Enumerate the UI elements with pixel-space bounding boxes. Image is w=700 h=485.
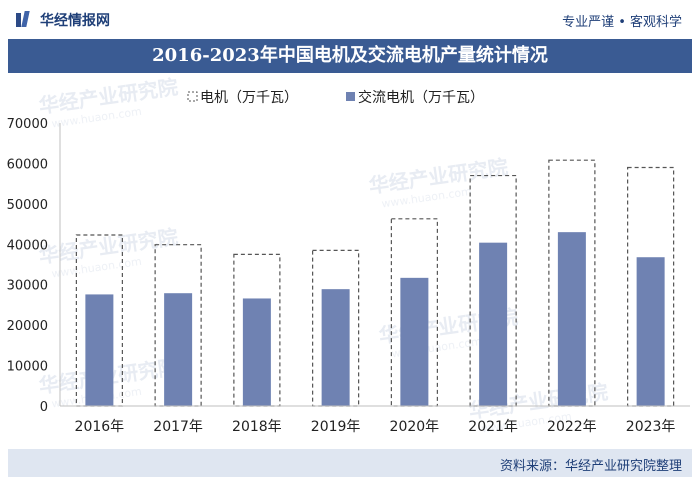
chart-title: 2016-2023年中国电机及交流电机产量统计情况 [152,45,548,66]
legend-swatch-dashed [187,91,198,102]
y-axis: 0 10000 20000 30000 40000 50000 60000 70000 [7,117,61,415]
legend: 电机（万千瓦） 交流电机（万千瓦） [187,89,484,106]
bar-ac-motor-5 [400,277,429,406]
y-tick-label: 10000 [7,360,48,375]
legend-swatch-filled [346,92,355,101]
title-bar: 2016-2023年中国电机及交流电机产量统计情况 [8,39,692,73]
bar-ac-motor-3 [242,298,271,406]
y-tick-label: 40000 [7,238,48,253]
bar-ac-motor-4 [321,289,350,406]
x-axis: 2016年 2017年 2018年 2019年 2020年 2021年 2022年 2023年 [60,405,690,435]
x-tick-label: 2023年 [626,419,676,435]
x-tick-label: 2017年 [153,419,203,435]
legend-label: 电机（万千瓦） [200,90,298,106]
bar-ac-motor-2 [164,293,193,406]
bar-motor-total-7 [548,159,596,407]
x-tick-label: 2021年 [468,419,518,435]
bar-motor-total-6 [469,174,517,407]
chart-area: 华经产业研究院 www.huaon.com 华经产业研究院 www.huaon.com… [0,73,700,448]
x-tick-label: 2018年 [232,419,282,435]
y-tick-label: 0 [40,400,48,415]
bar-ac-motor-7 [557,232,586,406]
logo-icon [16,11,34,29]
y-tick-label: 70000 [7,117,48,132]
y-tick-label: 20000 [7,319,48,334]
bar-ac-motor-6 [479,242,508,406]
bars-layer [75,159,675,407]
x-tick-label: 2016年 [75,419,125,435]
bar-chart: 华经产业研究院www.huaon.com华经产业研究院www.huaon.com… [7,75,690,435]
bar-motor-total-8 [627,166,675,407]
bar-motor-total-2 [154,244,202,407]
bar-motor-total-5 [390,218,438,407]
x-tick-label: 2022年 [547,419,597,435]
legend-label: 交流电机（万千瓦） [358,89,484,106]
y-tick-label: 30000 [7,279,48,294]
x-tick-label: 2020年 [390,419,440,435]
x-tick-label: 2019年 [311,419,361,435]
bar-ac-motor-1 [85,294,114,406]
top-bar: 华经情报网 专业严谨 • 客观科学 [0,0,700,38]
y-tick-label: 50000 [7,198,48,213]
source-note: 资料来源：华经产业研究院整理 [499,459,682,474]
footer-bar: 资料来源：华经产业研究院整理 [8,449,692,477]
slogan: 专业严谨 • 客观科学 [562,15,682,30]
y-tick-label: 60000 [7,157,48,172]
bar-ac-motor-8 [636,257,665,406]
brand-logo: 华经情报网 [16,10,110,30]
brand-name: 华经情报网 [40,13,110,29]
